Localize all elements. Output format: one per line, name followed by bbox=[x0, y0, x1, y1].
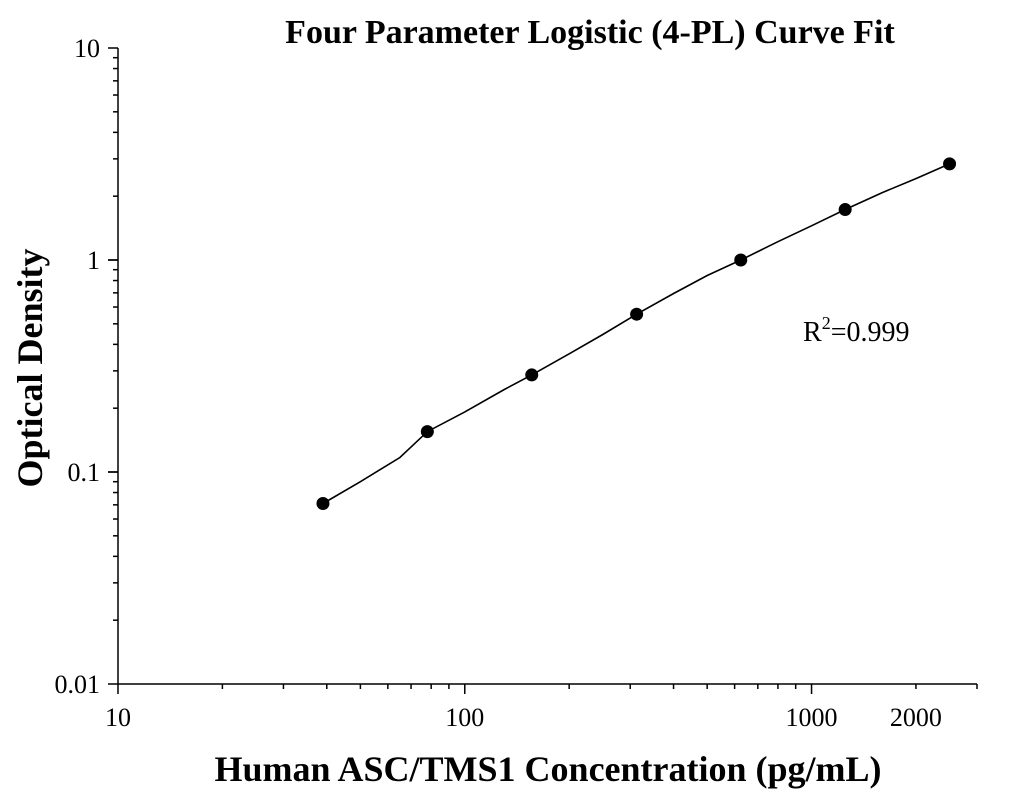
x-tick-label: 10 bbox=[105, 703, 131, 732]
x-tick-label: 100 bbox=[445, 703, 484, 732]
data-point bbox=[630, 307, 644, 321]
data-point bbox=[525, 368, 539, 382]
data-point bbox=[420, 425, 434, 439]
y-tick-label: 0.01 bbox=[55, 670, 101, 699]
r-squared-value: =0.999 bbox=[831, 317, 910, 348]
y-axis-title: Optical Density bbox=[10, 249, 50, 488]
data-point bbox=[734, 253, 748, 267]
data-point bbox=[316, 497, 330, 511]
chart-title: Four Parameter Logistic (4-PL) Curve Fit bbox=[285, 14, 895, 51]
x-tick-label: 1000 bbox=[786, 703, 838, 732]
y-tick-label: 0.1 bbox=[68, 458, 101, 487]
r-squared-annotation: R2=0.999 bbox=[803, 313, 909, 348]
y-tick-label: 1 bbox=[87, 246, 100, 275]
r-squared-superscript: 2 bbox=[822, 313, 831, 333]
x-axis-title: Human ASC/TMS1 Concentration (pg/mL) bbox=[214, 749, 881, 789]
y-axis-ticks: 0.01 0.1 1 10 bbox=[55, 34, 118, 699]
data-point bbox=[838, 203, 852, 217]
data-point bbox=[943, 157, 957, 171]
x-tick-label: 2000 bbox=[890, 703, 942, 732]
r-squared-prefix: R bbox=[803, 317, 822, 348]
y-tick-label: 10 bbox=[74, 34, 100, 63]
axes bbox=[117, 48, 977, 685]
data-points-layer bbox=[316, 157, 957, 511]
x-axis-ticks: 10 100 1000 2000 bbox=[105, 684, 978, 732]
